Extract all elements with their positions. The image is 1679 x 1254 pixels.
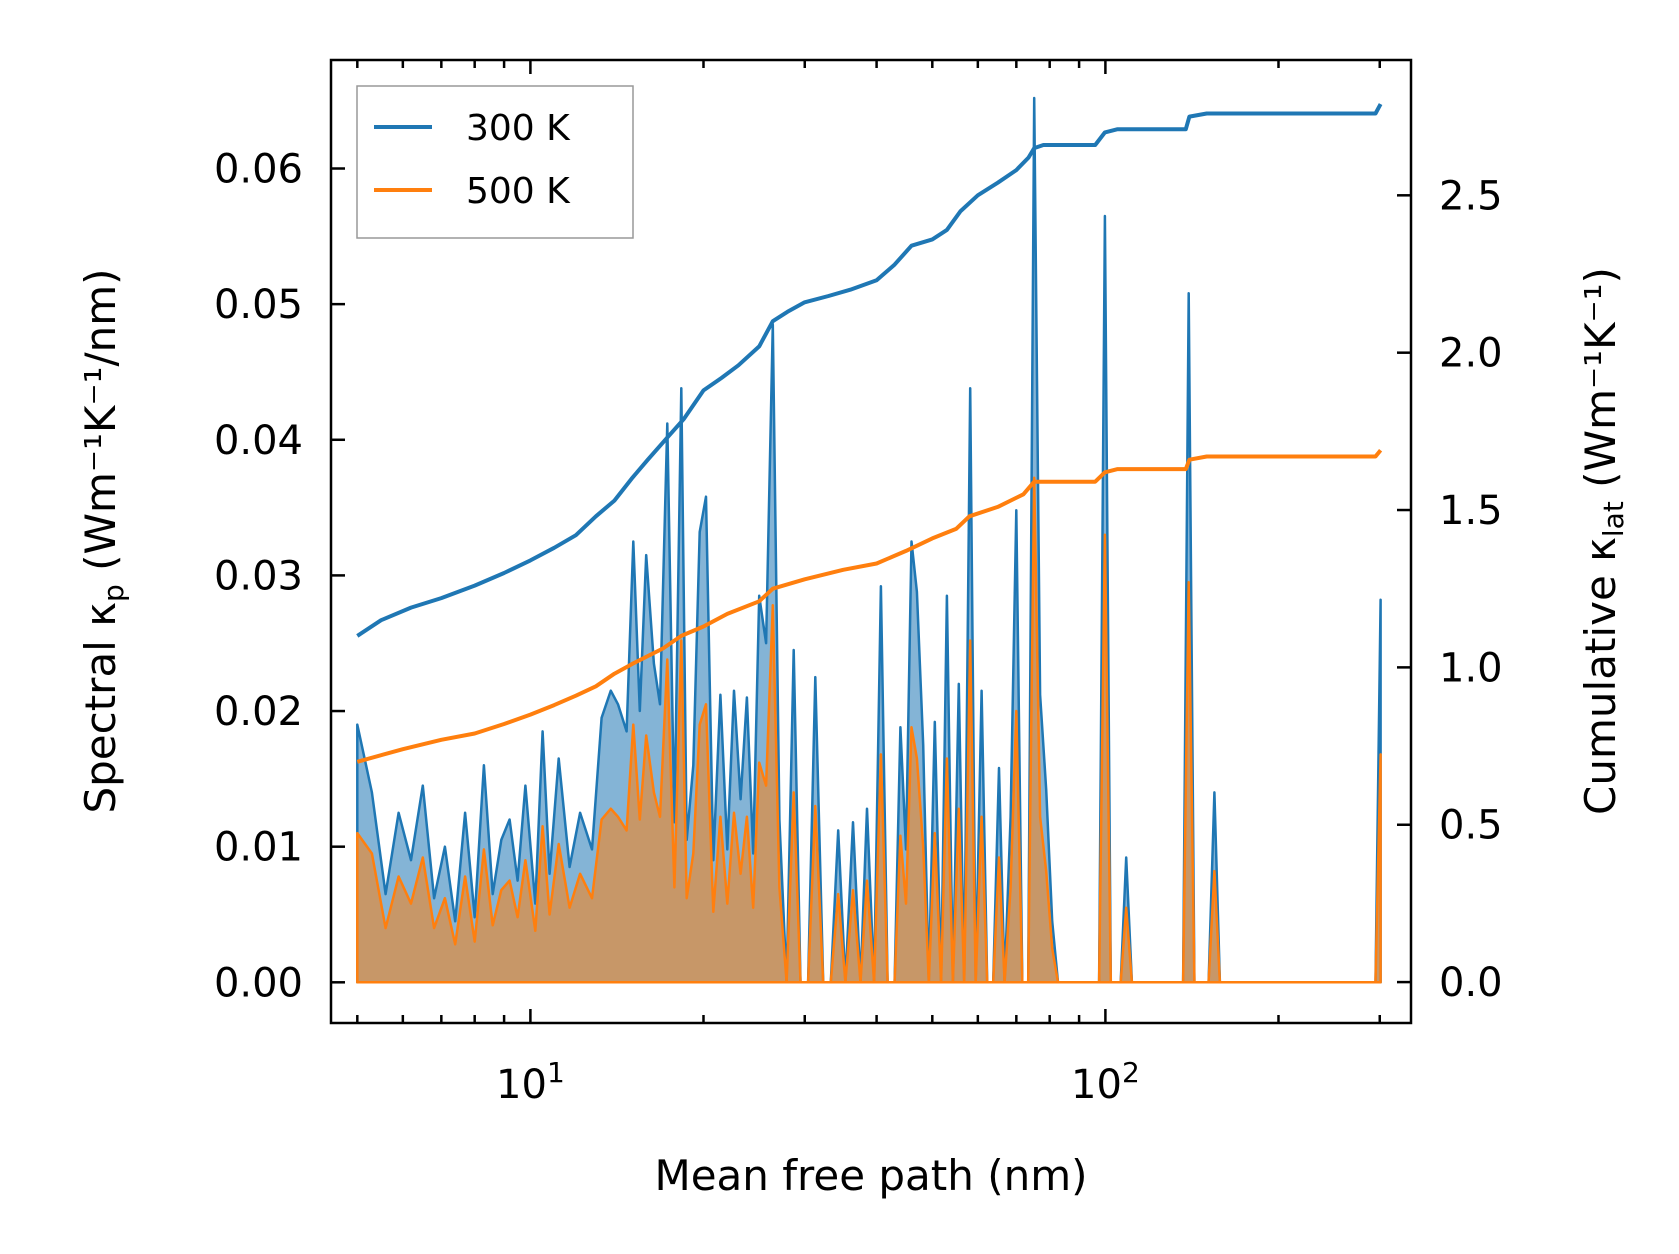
right-axis-label-sub: lat: [1597, 501, 1630, 537]
x-tick-label: 101: [496, 1056, 565, 1108]
left-tick-label: 0.02: [214, 689, 303, 735]
right-tick-label: 2.5: [1439, 173, 1503, 219]
plot-frame: [329, 58, 1413, 1025]
x-axis-label: Mean free path (nm): [654, 1151, 1087, 1200]
left-axis-label-main: Spectral κ: [76, 602, 125, 814]
left-axis-label-sub: p: [97, 584, 130, 602]
x-tick-label-base: 10: [496, 1062, 547, 1108]
right-tick-label: 2.0: [1439, 331, 1503, 377]
cumulative-line-0: [356, 103, 1383, 638]
right-axis-label: Cumulative κlat (Wm⁻¹K⁻¹): [1576, 267, 1630, 815]
legend: 300 K 500 K: [356, 85, 634, 239]
cumulative-layer: [356, 103, 1383, 764]
right-tick-label: 0.5: [1439, 803, 1503, 849]
right-axis-label-main: Cumulative κ: [1576, 537, 1625, 815]
ticks-layer: 0.00 0.01 0.02 0.03 0.04 0.05 0.06 0.0 0.5 1.0 1.5…: [214, 60, 1503, 1108]
spectral-area-0: [356, 96, 1382, 984]
right-tick-label: 0.0: [1439, 960, 1503, 1006]
x-tick-label: 102: [1071, 1056, 1140, 1108]
right-tick-label: 1.5: [1439, 488, 1503, 534]
legend-label-500k: 500 K: [466, 171, 571, 212]
spectral-layer: [356, 96, 1382, 984]
left-tick-label: 0.00: [214, 960, 303, 1006]
legend-label-300k: 300 K: [466, 108, 571, 149]
left-tick-label: 0.04: [214, 418, 303, 464]
left-axis-label: Spectral κp (Wm⁻¹K⁻¹/nm): [76, 268, 130, 813]
legend-box: [356, 85, 634, 239]
x-tick-label-exponent: 2: [1122, 1056, 1140, 1089]
right-axis-label-units: (Wm⁻¹K⁻¹): [1576, 267, 1625, 501]
cumulative-line-1: [356, 448, 1383, 764]
left-axis-label-units: (Wm⁻¹K⁻¹/nm): [76, 268, 125, 584]
x-tick-label-exponent: 1: [547, 1056, 565, 1089]
left-tick-label: 0.06: [214, 147, 303, 193]
x-tick-label-base: 10: [1071, 1062, 1122, 1108]
left-tick-label: 0.03: [214, 553, 303, 599]
left-tick-label: 0.05: [214, 282, 303, 328]
spectral-area-1: [356, 476, 1382, 984]
left-tick-label: 0.01: [214, 825, 303, 871]
right-tick-label: 1.0: [1439, 645, 1503, 691]
